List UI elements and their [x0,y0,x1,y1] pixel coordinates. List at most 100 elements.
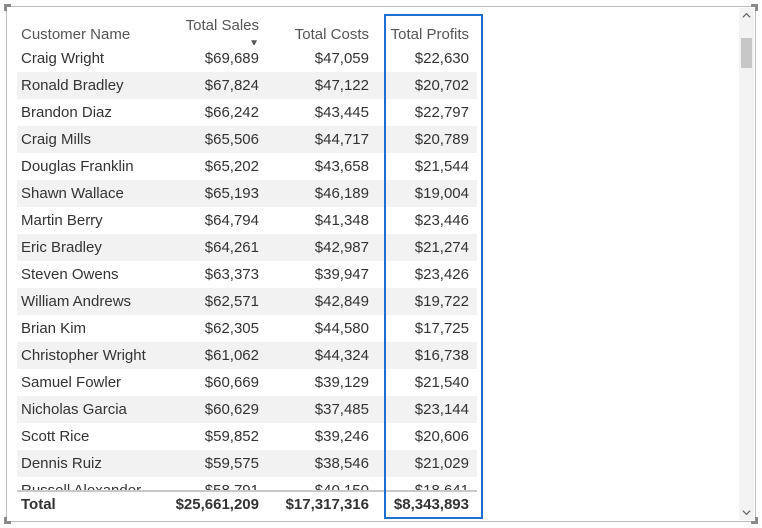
cell-total-profits: $17,725 [377,315,477,342]
visual-frame: Customer Name Total Sales ▼ Total Costs … [6,6,756,522]
cell-total-sales: $64,261 [167,234,267,261]
cell-total-costs: $42,849 [267,288,377,315]
scroll-up-arrow[interactable] [739,8,754,23]
cell-total-sales: $67,824 [167,72,267,99]
cell-customer-name: Martin Berry [17,207,167,234]
col-header-label: Customer Name [21,26,130,43]
cell-total-costs: $37,485 [267,396,377,423]
cell-total-costs: $40,150 [267,477,377,491]
cell-customer-name: Shawn Wallace [17,180,167,207]
table-row[interactable]: Scott Rice$59,852$39,246$20,606 [17,423,477,450]
cell-total-profits: $21,029 [377,450,477,477]
cell-customer-name: William Andrews [17,288,167,315]
cell-total-costs: $47,122 [267,72,377,99]
cell-customer-name: Eric Bradley [17,234,167,261]
table-row[interactable]: Samuel Fowler$60,669$39,129$21,540 [17,369,477,396]
cell-customer-name: Nicholas Garcia [17,396,167,423]
cell-total-costs: $44,324 [267,342,377,369]
totals-profit: $8,343,893 [377,491,477,517]
col-header-label: Total Sales [186,17,259,34]
cell-customer-name: Scott Rice [17,423,167,450]
table-row[interactable]: William Andrews$62,571$42,849$19,722 [17,288,477,315]
cell-total-sales: $59,575 [167,450,267,477]
totals-costs: $17,317,316 [267,491,377,517]
totals-row: Total $25,661,209 $17,317,316 $8,343,893 [17,491,477,517]
cell-total-sales: $69,689 [167,45,267,72]
cell-total-profits: $19,004 [377,180,477,207]
table-row[interactable]: Dennis Ruiz$59,575$38,546$21,029 [17,450,477,477]
cell-total-profits: $22,630 [377,45,477,72]
cell-total-costs: $43,445 [267,99,377,126]
cell-total-sales: $65,202 [167,153,267,180]
cell-total-costs: $43,658 [267,153,377,180]
cell-total-profits: $20,702 [377,72,477,99]
cell-total-profits: $16,738 [377,342,477,369]
cell-total-costs: $39,947 [267,261,377,288]
scroll-down-arrow[interactable] [739,505,754,520]
cell-total-profits: $20,606 [377,423,477,450]
cell-total-sales: $65,506 [167,126,267,153]
cell-customer-name: Christopher Wright [17,342,167,369]
table-row[interactable]: Martin Berry$64,794$41,348$23,446 [17,207,477,234]
cell-customer-name: Dennis Ruiz [17,450,167,477]
cell-total-profits: $19,722 [377,288,477,315]
cell-customer-name: Russell Alexander [17,477,167,491]
cell-total-costs: $44,717 [267,126,377,153]
cell-customer-name: Brandon Diaz [17,99,167,126]
cell-total-profits: $18,641 [377,477,477,491]
table-row[interactable]: Craig Mills$65,506$44,717$20,789 [17,126,477,153]
cell-customer-name: Ronald Bradley [17,72,167,99]
cell-total-costs: $47,059 [267,45,377,72]
cell-customer-name: Steven Owens [17,261,167,288]
cell-total-profits: $20,789 [377,126,477,153]
cell-total-sales: $59,852 [167,423,267,450]
cell-total-profits: $23,426 [377,261,477,288]
cell-total-sales: $62,305 [167,315,267,342]
resize-handle-bottom-left[interactable] [4,517,7,524]
cell-total-sales: $60,629 [167,396,267,423]
cell-total-sales: $60,669 [167,369,267,396]
cell-total-costs: $46,189 [267,180,377,207]
resize-handle-bottom-right[interactable] [755,517,758,524]
cell-total-profits: $22,797 [377,99,477,126]
cell-total-sales: $65,193 [167,180,267,207]
table-footer: Total $25,661,209 $17,317,316 $8,343,893 [17,490,477,517]
table-row[interactable]: Nicholas Garcia$60,629$37,485$23,144 [17,396,477,423]
cell-total-sales: $66,242 [167,99,267,126]
resize-handle-top-right[interactable] [755,4,758,11]
cell-customer-name: Samuel Fowler [17,369,167,396]
table-row[interactable]: Russell Alexander$58,791$40,150$18,641 [17,477,477,491]
table-row[interactable]: Brandon Diaz$66,242$43,445$22,797 [17,99,477,126]
totals-label: Total [17,491,167,517]
cell-total-costs: $44,580 [267,315,377,342]
cell-total-costs: $39,129 [267,369,377,396]
cell-total-costs: $42,987 [267,234,377,261]
vertical-scrollbar[interactable] [739,8,754,520]
cell-total-costs: $41,348 [267,207,377,234]
cell-customer-name: Craig Mills [17,126,167,153]
cell-total-sales: $63,373 [167,261,267,288]
table-row[interactable]: Ronald Bradley$67,824$47,122$20,702 [17,72,477,99]
table-row[interactable]: Craig Wright$69,689$47,059$22,630 [17,45,477,72]
cell-total-profits: $23,144 [377,396,477,423]
cell-total-profits: $21,274 [377,234,477,261]
cell-total-sales: $62,571 [167,288,267,315]
scrollbar-thumb[interactable] [741,38,752,68]
cell-total-costs: $39,246 [267,423,377,450]
cell-total-sales: $61,062 [167,342,267,369]
table-row[interactable]: Steven Owens$63,373$39,947$23,426 [17,261,477,288]
cell-customer-name: Douglas Franklin [17,153,167,180]
cell-total-profits: $23,446 [377,207,477,234]
table-row[interactable]: Eric Bradley$64,261$42,987$21,274 [17,234,477,261]
cell-total-sales: $64,794 [167,207,267,234]
totals-sales: $25,661,209 [167,491,267,517]
table-row[interactable]: Christopher Wright$61,062$44,324$16,738 [17,342,477,369]
resize-handle-top-left[interactable] [4,4,7,11]
table-row[interactable]: Shawn Wallace$65,193$46,189$19,004 [17,180,477,207]
table-row[interactable]: Brian Kim$62,305$44,580$17,725 [17,315,477,342]
table-row[interactable]: Douglas Franklin$65,202$43,658$21,544 [17,153,477,180]
cell-total-profits: $21,540 [377,369,477,396]
table-body: Craig Wright$69,689$47,059$22,630Ronald … [17,45,477,491]
cell-total-costs: $38,546 [267,450,377,477]
cell-total-profits: $21,544 [377,153,477,180]
